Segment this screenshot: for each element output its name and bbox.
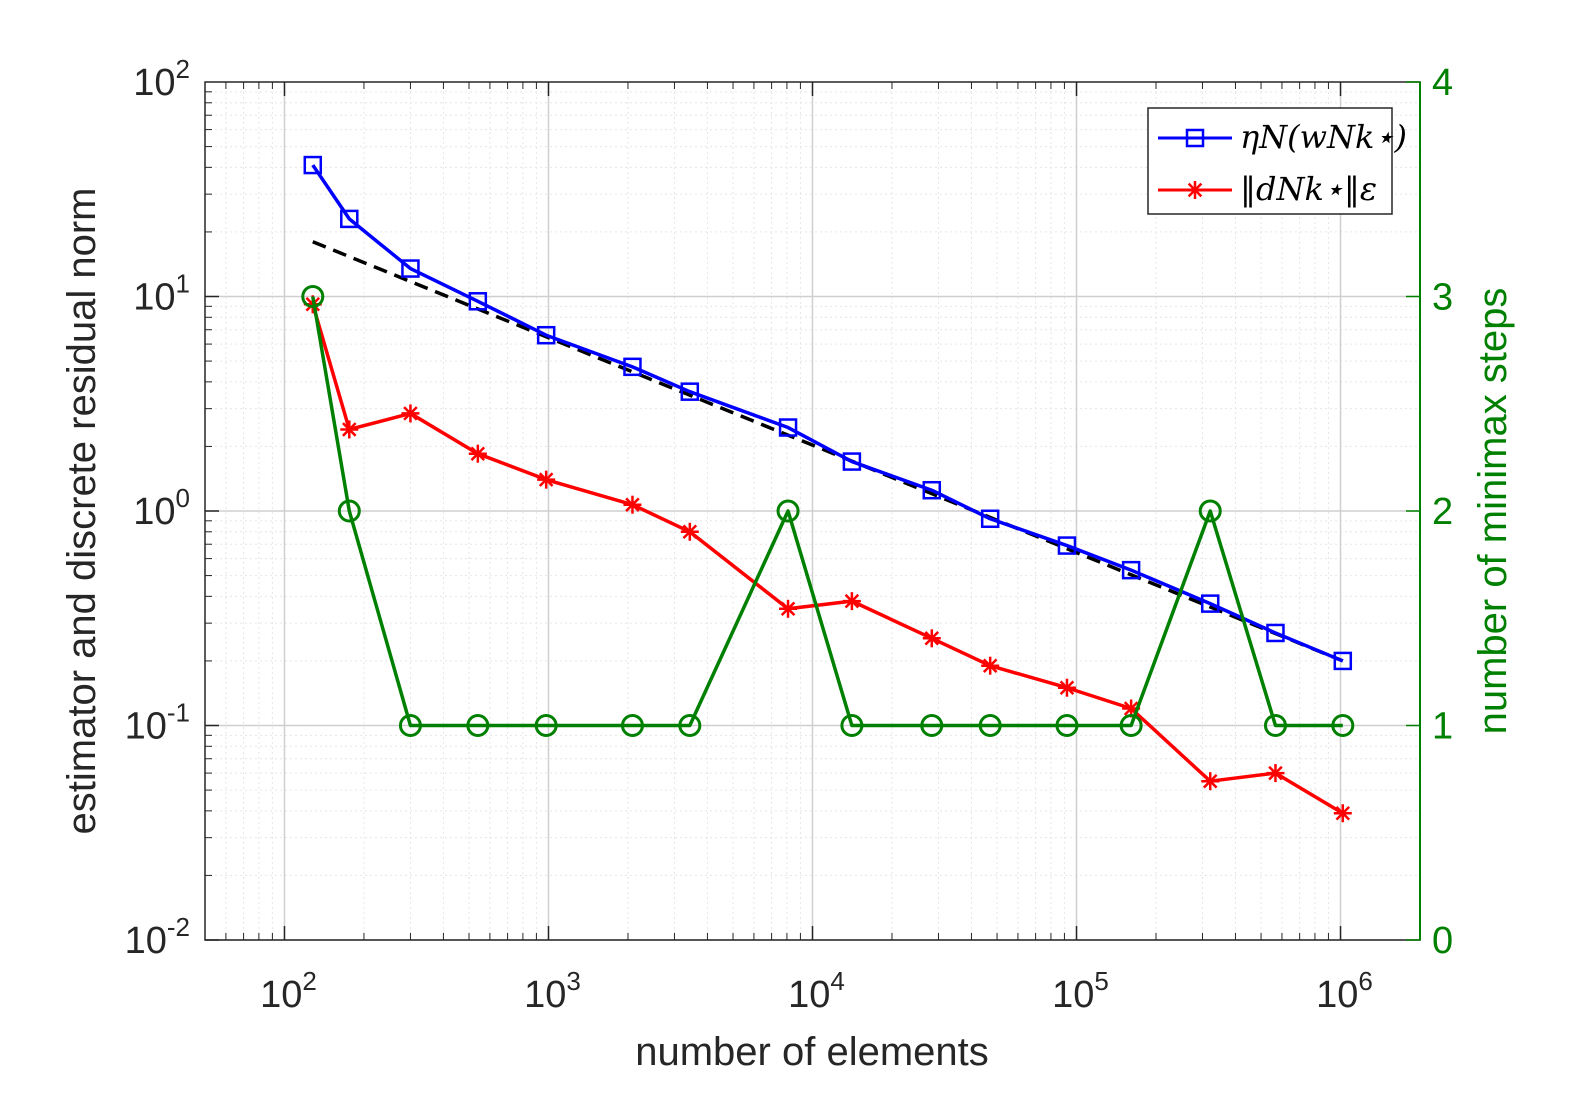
left-y-tick-label: 100 — [133, 483, 190, 533]
right-y-tick-label: 1 — [1432, 706, 1453, 748]
legend-asterisk-marker — [1186, 181, 1204, 199]
asterisk-marker — [1333, 804, 1352, 823]
asterisk-marker — [537, 470, 556, 489]
x-tick-label: 102 — [260, 966, 317, 1016]
circle-marker — [1055, 714, 1079, 737]
asterisk-marker — [842, 592, 861, 611]
left-y-tick-label: 10-1 — [125, 698, 190, 748]
asterisk-marker — [680, 522, 699, 541]
circle-marker — [1263, 714, 1287, 737]
square-marker — [1057, 536, 1077, 555]
square-marker — [401, 259, 420, 278]
right-y-tick-label: 2 — [1432, 491, 1453, 533]
asterisk-stroke — [1335, 805, 1351, 821]
square-marker — [623, 357, 642, 377]
legend: ηN(wNk⋆) ‖dNk⋆‖ε — [1147, 107, 1407, 215]
circle-marker — [337, 499, 361, 523]
square-marker — [680, 382, 700, 401]
right-y-tick-label: 0 — [1432, 920, 1453, 962]
circle-marker — [1331, 714, 1355, 737]
circle-marker — [301, 285, 325, 308]
circle-marker — [840, 714, 864, 737]
circle-marker — [466, 714, 490, 737]
right-y-tick-labels: 0 1 2 3 4 — [1432, 62, 1453, 962]
left-y-tick-label: 102 — [133, 54, 190, 104]
circle-marker — [1119, 714, 1143, 737]
x-tick-label: 106 — [1316, 966, 1373, 1016]
asterisk-stroke — [780, 601, 796, 617]
asterisk-stroke — [625, 497, 640, 512]
tick-marks — [204, 81, 1421, 941]
asterisk-stroke — [1187, 182, 1203, 198]
asterisk-marker — [1201, 772, 1220, 791]
asterisk-marker — [468, 444, 487, 463]
series-line-2 — [311, 296, 1343, 728]
legend-square-marker — [1185, 128, 1205, 148]
right-y-tick-label: 4 — [1432, 62, 1453, 104]
circle-marker — [534, 714, 558, 737]
series-layer — [301, 155, 1355, 823]
x-axis-title: number of elements — [635, 1030, 989, 1074]
asterisk-marker — [1266, 764, 1285, 783]
x-tick-label: 104 — [788, 966, 845, 1016]
left-y-axis-title: estimator and discrete residual norm — [60, 188, 104, 835]
square-marker — [536, 325, 556, 345]
asterisk-stroke — [682, 524, 698, 540]
asterisk-stroke — [1202, 773, 1218, 789]
asterisk-marker — [401, 404, 420, 423]
asterisk-marker — [340, 420, 359, 439]
square-marker — [1200, 594, 1220, 613]
x-tick-label: 103 — [524, 966, 581, 1016]
circle-marker — [678, 714, 702, 737]
right-y-tick-label: 3 — [1432, 277, 1453, 319]
asterisk-marker — [779, 599, 798, 618]
circle-marker — [978, 714, 1002, 737]
x-tick-label: 105 — [1052, 966, 1109, 1016]
asterisk-stroke — [403, 406, 418, 421]
asterisk-stroke — [342, 422, 357, 437]
asterisk-marker — [922, 629, 941, 648]
asterisk-stroke — [538, 472, 554, 487]
square-marker — [468, 292, 488, 311]
asterisk-stroke — [1059, 680, 1075, 695]
minor-grid — [204, 82, 1421, 940]
asterisk-marker — [981, 656, 1000, 675]
circle-marker — [1198, 499, 1222, 523]
circle-marker — [776, 499, 800, 523]
circle-marker — [398, 714, 422, 737]
left-y-tick-label: 10-2 — [125, 912, 190, 962]
asterisk-stroke — [1268, 765, 1283, 781]
legend-label-residual: ‖dNk⋆‖ε — [1240, 170, 1377, 208]
square-marker — [980, 509, 1000, 529]
circle-marker — [620, 714, 644, 737]
square-marker — [1121, 560, 1141, 580]
square-marker — [842, 452, 862, 471]
square-marker — [340, 209, 359, 229]
left-y-tick-labels: 10-2 10-1 100 101 102 — [125, 54, 190, 962]
asterisk-stroke — [844, 593, 860, 609]
asterisk-stroke — [924, 631, 940, 646]
asterisk-stroke — [1123, 701, 1139, 716]
asterisk-stroke — [982, 658, 998, 673]
series-line-1 — [311, 303, 1344, 815]
square-marker — [922, 480, 942, 500]
series-line-0 — [311, 164, 1344, 663]
left-y-tick-label: 101 — [133, 269, 190, 319]
square-marker — [1333, 651, 1353, 671]
square-marker — [1266, 623, 1285, 643]
x-tick-labels: 102 103 104 105 106 — [260, 966, 1373, 1016]
right-y-axis-title: number of minimax steps — [1471, 288, 1515, 735]
circle-marker — [920, 714, 944, 737]
asterisk-marker — [623, 495, 642, 514]
legend-label-eta: ηN(wNk⋆) — [1240, 118, 1407, 156]
legend-asterisk — [1186, 181, 1204, 199]
reference-slope-line — [312, 240, 1344, 663]
asterisk-marker — [1057, 678, 1076, 697]
asterisk-stroke — [470, 446, 486, 461]
square-marker — [778, 418, 798, 437]
square-marker — [303, 155, 323, 175]
